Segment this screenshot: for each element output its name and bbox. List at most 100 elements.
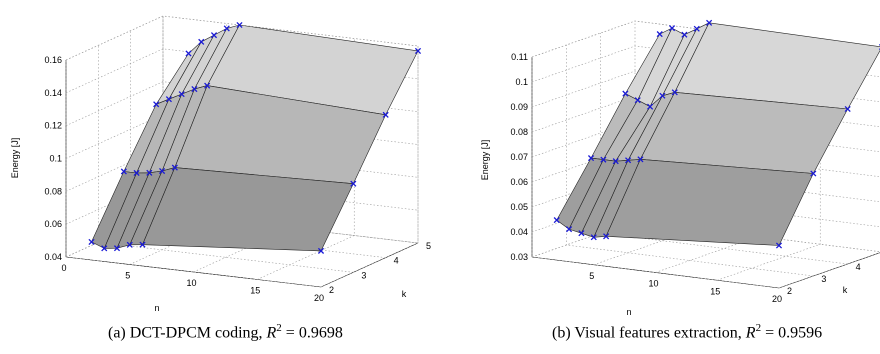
panel-a-caption: (a) DCT-DPCM coding, R2 = 0.9698 — [108, 322, 343, 342]
panel-a-ylabel: k — [402, 289, 407, 299]
panel-b-data-point — [681, 31, 688, 38]
panel-b-y-tick-label: 2 — [787, 286, 792, 296]
panel-b-z-tick-label: 0.05 — [510, 202, 528, 212]
panel-a-data-point — [120, 168, 127, 175]
panel-a-data-point — [159, 167, 166, 175]
panel-a-data-point — [191, 85, 198, 93]
panel-a-y-tick-label: 4 — [394, 256, 399, 266]
panel-a-data-point — [126, 241, 133, 248]
panel-b-markers — [553, 19, 880, 249]
panel-a-caption-prefix: (a) DCT-DPCM coding, — [108, 324, 267, 342]
panel-b-ylabel: k — [843, 285, 848, 295]
panel-b-data-point — [587, 155, 595, 162]
panel-b-data-point — [600, 156, 607, 163]
panel-a-y-tick-label: 5 — [426, 241, 431, 251]
panel-a-z-grid — [65, 15, 419, 61]
panel-a-z-tick-label: 0.08 — [44, 186, 62, 196]
panel-a-data-point — [171, 164, 178, 171]
panel-a-data-point — [236, 21, 243, 29]
panel-a-z-tick-label: 0.06 — [44, 219, 62, 229]
panel-b-data-point — [603, 233, 610, 240]
panel-b-y-grid — [566, 45, 814, 277]
panel-b-caption: (b) Visual features extraction, R2 = 0.9… — [552, 322, 880, 342]
panel-a-data-point — [101, 245, 108, 252]
panel-a-x-tick-label: 5 — [125, 271, 130, 281]
panel-b-data-point — [590, 234, 597, 241]
panel-a-zlabel: Energy [J] — [10, 138, 20, 179]
panel-b-data-point — [565, 226, 573, 233]
panel-a-data-point — [210, 32, 218, 39]
panel-b-data-point — [706, 19, 713, 26]
panel-b-y-tick-label: 3 — [821, 274, 826, 284]
panel-a-x-grid — [193, 31, 291, 273]
panel-b-data-point — [671, 89, 678, 96]
panel-a-z-tick-label: 0.1 — [49, 154, 62, 164]
panel-b-data-point — [775, 242, 783, 249]
panel-a-data-point — [88, 238, 95, 246]
panel-a-x-tick-label: 0 — [61, 263, 66, 273]
panel-b-data-point — [634, 97, 641, 104]
panel-b-surface — [556, 22, 880, 246]
panel-b-data-point — [668, 25, 676, 32]
panel-a-z-tick-label: 0.14 — [44, 88, 62, 98]
panel-a-data-point — [317, 247, 325, 254]
panel-b-x-tick-label: 10 — [648, 279, 658, 289]
panel-a-data-point — [153, 101, 160, 108]
panel-b-chart: Energy [J] n k 0.03 0.04 0.05 0.06 0.07 0.08 0… — [480, 19, 880, 317]
panel-a-chart: Energy [J] n k 0.04 0.06 0.08 0.1 0.12 0.14 0.… — [10, 15, 431, 313]
panel-a-surface — [91, 24, 419, 252]
panel-a-data-point — [133, 169, 140, 177]
panel-a-y-tick-label: 2 — [329, 285, 334, 295]
panel-a-markers — [88, 21, 422, 254]
panel-b-data-point — [612, 158, 619, 165]
panel-a-data-point — [350, 180, 357, 187]
panel-b-y-tick-label: 4 — [856, 262, 861, 272]
panel-a-x-tick-label: 20 — [314, 293, 324, 303]
panel-a-r2-exponent: 2 — [276, 322, 282, 334]
panel-b-r2-value: = 0.9596 — [761, 324, 823, 342]
panel-a-r2-symbol: R — [266, 324, 277, 342]
panel-b-floor-edge — [531, 252, 880, 289]
panel-b-surface-patch — [605, 159, 814, 246]
panel-a-data-point — [178, 91, 185, 98]
panel-b-z-tick-label: 0.08 — [510, 127, 528, 137]
panel-b-data-point — [553, 217, 560, 224]
panel-b-data-point — [578, 230, 585, 237]
panel-b-data-point — [622, 90, 629, 97]
panel-a-xlabel: n — [154, 303, 159, 313]
panel-b-xlabel: n — [626, 307, 631, 317]
panel-b-z-tick-label: 0.07 — [510, 152, 528, 162]
panel-b-data-point — [637, 156, 644, 163]
panel-b-data-point — [656, 31, 663, 38]
panel-a-z-tick-label: 0.12 — [44, 121, 62, 131]
panel-a-data-point — [414, 47, 422, 54]
panel-a-data-point — [146, 169, 153, 176]
panel-a-y-grid — [65, 60, 322, 288]
panel-b-z-tick-label: 0.09 — [510, 102, 528, 112]
panel-b-data-point — [844, 105, 851, 113]
panel-b-x-tick-label: 20 — [772, 294, 782, 304]
panel-a-x-tick-label: 10 — [186, 278, 196, 288]
panel-a-z-tick-label: 0.04 — [44, 252, 62, 262]
panel-a-z-tick-label: 0.16 — [44, 55, 62, 65]
panel-a-data-point — [139, 241, 146, 248]
panel-b-z-tick-label: 0.04 — [510, 227, 528, 237]
panel-a-data-point — [113, 245, 121, 252]
panel-b-z-tick-label: 0.06 — [510, 177, 528, 187]
panel-b-data-point — [647, 103, 654, 110]
panel-a-data-point — [165, 96, 172, 103]
panel-b-data-point — [625, 157, 632, 164]
panel-b-z-tick-label: 0.11 — [511, 52, 528, 62]
panel-a-x-tick-label: 15 — [250, 286, 260, 296]
panel-b-x-tick-label: 5 — [589, 271, 594, 281]
panel-b-r2-symbol: R — [745, 324, 756, 342]
panel-a-y-tick-label: 3 — [361, 270, 366, 280]
panel-b-z-tick-label: 0.1 — [515, 77, 528, 87]
panel-b-zlabel: Energy [J] — [480, 140, 490, 181]
panel-a-data-point — [223, 25, 230, 32]
panel-b-z-tick-label: 0.03 — [510, 252, 528, 262]
panel-a-data-point — [382, 111, 389, 118]
panel-b-data-point — [810, 170, 817, 177]
panel-b-r2-exponent: 2 — [755, 322, 762, 334]
